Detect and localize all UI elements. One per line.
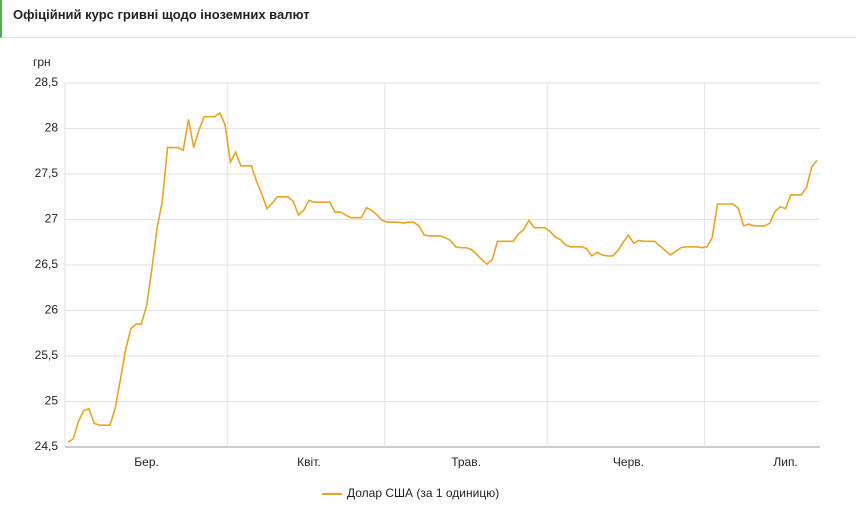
y-tick-label: 24,5 <box>35 439 59 453</box>
panel-header: Офіційний курс гривні щодо іноземних вал… <box>0 0 855 38</box>
y-tick-label: 27 <box>45 212 59 226</box>
y-tick-label: 28 <box>45 121 59 135</box>
chart-title: Офіційний курс гривні щодо іноземних вал… <box>13 7 310 22</box>
y-tick-label: 28,5 <box>35 75 59 89</box>
x-tick-label: Лип. <box>773 455 797 469</box>
x-tick-label: Черв. <box>613 455 644 469</box>
y-tick-label: 27,5 <box>35 166 59 180</box>
y-axis-label: грн <box>33 55 51 69</box>
y-tick-label: 25 <box>45 394 59 408</box>
x-tick-label: Трав. <box>451 455 481 469</box>
data-line <box>67 111 818 444</box>
y-tick-label: 26,5 <box>35 257 59 271</box>
y-tick-label: 26 <box>45 303 59 317</box>
x-tick-label: Бер. <box>134 455 159 469</box>
y-tick-label: 25,5 <box>35 348 59 362</box>
legend-label: Долар США (за 1 одиницю) <box>347 486 499 500</box>
x-tick-label: Квіт. <box>297 455 321 469</box>
